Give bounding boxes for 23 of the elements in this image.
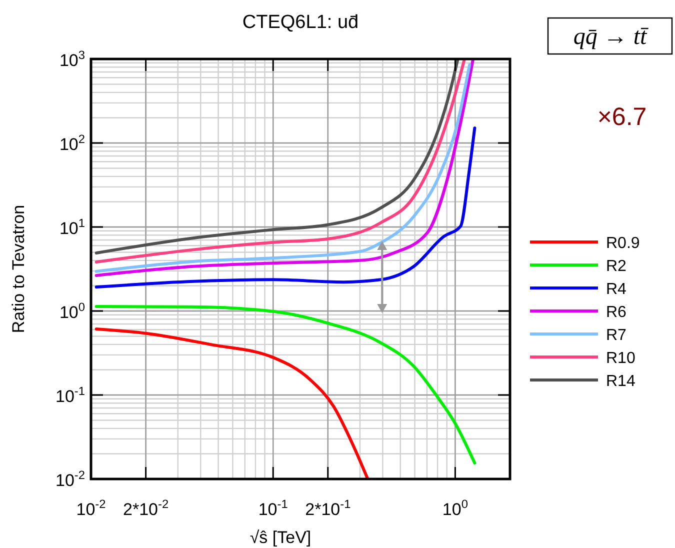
x-tick-label: 2*10$^{-2}$ [123, 497, 169, 519]
legend-label: R6 [606, 304, 627, 321]
x-tick-label: 10$^{-1}$ [258, 497, 288, 519]
legend-label: R2 [606, 258, 627, 275]
y-axis-title: Ratio to Tevatron [9, 204, 28, 334]
legend-label: R0.9 [606, 235, 640, 252]
x-tick-label: 10$^{-2}$ [76, 497, 106, 519]
legend-label: R10 [606, 350, 636, 367]
text: qq̄ → tt̄ [573, 24, 649, 50]
y-tick-label: 10$^{2}$ [59, 132, 86, 154]
x-tick-label: 2*10$^{-1}$ [305, 497, 352, 519]
chart-title: CTEQ6L1: ud̄ [242, 12, 359, 33]
y-tick-label: 10$^{-1}$ [56, 384, 86, 406]
x-tick-label: 10$^{0}$ [442, 497, 468, 519]
text: ×6.7 [597, 103, 647, 131]
y-tick-label: 10$^{3}$ [59, 48, 86, 70]
legend-label: R4 [606, 281, 627, 298]
y-tick-label: 10$^{1}$ [59, 216, 86, 238]
y-tick-label: 10$^{0}$ [59, 300, 86, 322]
legend-label: R14 [606, 373, 636, 390]
legend-label: R7 [606, 327, 627, 344]
x-axis-title: √ŝ [TeV] [250, 528, 312, 547]
y-tick-label: 10$^{-2}$ [56, 468, 86, 490]
